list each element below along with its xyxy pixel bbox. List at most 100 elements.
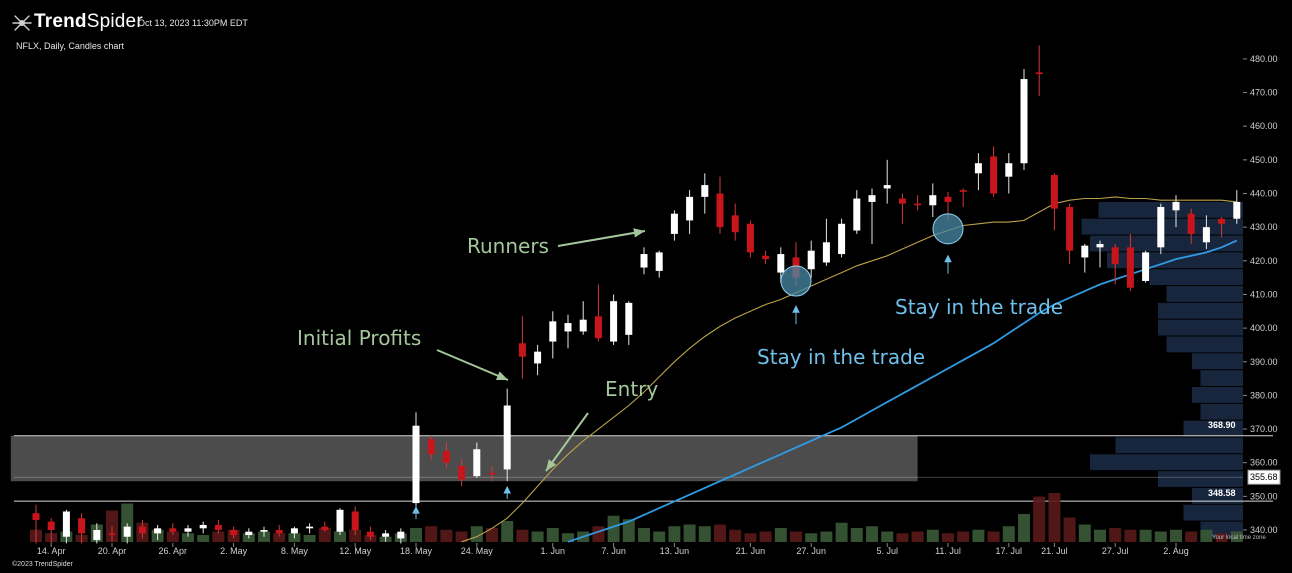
candle <box>640 247 648 275</box>
current-price-box <box>1247 469 1281 485</box>
candle-body <box>1126 247 1134 288</box>
ma-long-line <box>567 239 1238 543</box>
volume-bar <box>653 531 666 542</box>
candle-body <box>427 439 435 455</box>
timezone-note: Your local time zone <box>1212 535 1266 541</box>
candle-body <box>503 405 511 470</box>
runners-arrow <box>557 228 646 247</box>
volume-bar <box>1230 531 1243 542</box>
level-price-label: 368.90 <box>1208 420 1236 430</box>
y-tick-label: 350.00 <box>1250 491 1278 501</box>
candle-body <box>123 526 131 537</box>
candle <box>230 526 238 539</box>
candle <box>458 459 466 487</box>
volume-profile-bar <box>1183 504 1243 521</box>
candle-body <box>245 531 253 536</box>
candle <box>427 435 435 460</box>
candle <box>108 526 116 542</box>
candle <box>1233 190 1241 224</box>
candle-body <box>838 223 846 255</box>
candle <box>1202 215 1210 250</box>
volume-bar <box>866 526 878 542</box>
candle <box>594 284 602 342</box>
volume-bar <box>501 521 514 542</box>
x-tick-label: 20. Apr <box>98 546 127 556</box>
volume-bar <box>835 522 848 542</box>
x-tick-label: 21. Jun <box>736 546 766 556</box>
trade-marker <box>932 213 964 245</box>
signal-arrow <box>412 506 420 520</box>
candle <box>32 504 40 544</box>
y-tick-label: 380.00 <box>1250 390 1278 400</box>
candle <box>351 506 359 536</box>
volume-profile-bar <box>1158 471 1243 487</box>
candle <box>777 247 785 283</box>
candle-body <box>306 526 314 529</box>
candle-body <box>1081 245 1089 258</box>
volume-profile-bar <box>1192 353 1243 370</box>
candle-body <box>564 323 572 332</box>
arrow-head <box>496 371 508 381</box>
volume-bar <box>759 531 772 542</box>
y-tick-label: 410.00 <box>1250 289 1278 299</box>
candle <box>914 195 922 211</box>
volume-bar <box>1154 531 1167 542</box>
candle <box>838 218 846 258</box>
candle <box>62 509 70 544</box>
candle <box>929 183 937 218</box>
candle <box>625 301 633 345</box>
candles <box>32 45 1241 544</box>
volume-bar <box>729 529 742 542</box>
candle-body <box>184 528 192 532</box>
candle <box>1050 173 1058 231</box>
y-tick-label: 480.00 <box>1250 54 1278 64</box>
candle-body <box>154 528 162 534</box>
candle-body <box>518 343 526 357</box>
candle <box>321 521 329 532</box>
volume-bar <box>592 526 605 542</box>
candle <box>822 218 830 266</box>
candle-body <box>93 530 101 541</box>
candle <box>1020 68 1028 170</box>
candle-body <box>1111 247 1119 265</box>
volume-profile-bar <box>1200 370 1243 386</box>
candle <box>382 530 390 542</box>
candle-body <box>822 242 830 263</box>
volume-profile-bar <box>1192 487 1243 504</box>
candle-body <box>351 511 359 530</box>
volume-bar <box>1139 529 1152 542</box>
candle-body <box>382 533 390 537</box>
candle-body <box>442 450 450 463</box>
candle-body <box>1218 218 1226 224</box>
y-tick-label: 470.00 <box>1250 88 1278 98</box>
candle <box>731 203 739 241</box>
level-price-label: 348.58 <box>1208 488 1236 498</box>
volume-bar <box>273 533 286 542</box>
volume-bar <box>790 531 802 542</box>
candle <box>746 220 754 258</box>
volume-bar <box>805 533 818 542</box>
trade-marker <box>780 265 812 297</box>
candle <box>214 519 222 534</box>
candle <box>1005 153 1013 194</box>
candle-body <box>488 472 496 475</box>
candle-body <box>807 250 815 270</box>
volume-bar <box>197 535 210 542</box>
chart-header: TrendSpider Oct 13, 2023 11:30PM EDT NFL… <box>0 0 1292 60</box>
volume-profile <box>1081 201 1243 538</box>
volume-bar <box>1002 526 1015 542</box>
y-tick-label: 440.00 <box>1250 189 1278 199</box>
volume-bar <box>668 526 681 542</box>
signal-arrow <box>503 485 512 499</box>
candle-body <box>716 193 724 228</box>
candle <box>762 250 770 265</box>
volume-bar <box>166 531 179 542</box>
trendspider-logo-icon <box>12 15 32 31</box>
candle <box>898 193 906 224</box>
candle-body <box>990 156 998 194</box>
volume-profile-bar <box>1166 336 1243 353</box>
candle <box>1066 203 1074 265</box>
candle <box>1096 240 1104 268</box>
candle <box>442 442 450 468</box>
